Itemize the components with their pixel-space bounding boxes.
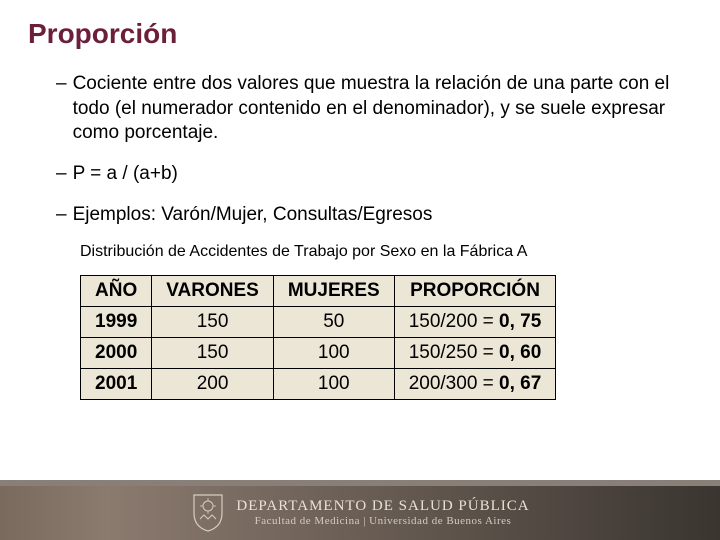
bullet-examples: – Ejemplos: Varón/Mujer, Consultas/Egres… bbox=[56, 203, 692, 228]
cell-year: 2001 bbox=[81, 369, 152, 400]
cell-varones: 150 bbox=[152, 307, 274, 338]
bullet-text: Cociente entre dos valores que muestra l… bbox=[73, 72, 692, 146]
col-year: AÑO bbox=[81, 276, 152, 307]
cell-proporcion: 150/250 = 0, 60 bbox=[394, 338, 556, 369]
table-row: 1999 150 50 150/200 = 0, 75 bbox=[81, 307, 556, 338]
bullet-text: Ejemplos: Varón/Mujer, Consultas/Egresos bbox=[73, 203, 433, 228]
col-varones: VARONES bbox=[152, 276, 274, 307]
cell-year: 1999 bbox=[81, 307, 152, 338]
bullet-dash: – bbox=[56, 162, 67, 187]
table-header-row: AÑO VARONES MUJERES PROPORCIÓN bbox=[81, 276, 556, 307]
table-row: 2001 200 100 200/300 = 0, 67 bbox=[81, 369, 556, 400]
col-mujeres: MUJERES bbox=[273, 276, 394, 307]
cell-proporcion: 150/200 = 0, 75 bbox=[394, 307, 556, 338]
col-proporcion: PROPORCIÓN bbox=[394, 276, 556, 307]
bullet-text: P = a / (a+b) bbox=[73, 162, 178, 187]
footer-dept: DEPARTAMENTO DE SALUD PÚBLICA bbox=[236, 498, 529, 515]
cell-mujeres: 100 bbox=[273, 338, 394, 369]
cell-mujeres: 50 bbox=[273, 307, 394, 338]
table-row: 2000 150 100 150/250 = 0, 60 bbox=[81, 338, 556, 369]
slide-title: Proporción bbox=[28, 18, 692, 50]
cell-year: 2000 bbox=[81, 338, 152, 369]
bullet-definition: – Cociente entre dos valores que muestra… bbox=[56, 72, 692, 146]
bullet-dash: – bbox=[56, 203, 67, 228]
cell-mujeres: 100 bbox=[273, 369, 394, 400]
cell-varones: 200 bbox=[152, 369, 274, 400]
footer-faculty: Facultad de Medicina | Universidad de Bu… bbox=[236, 515, 529, 528]
footer-text: DEPARTAMENTO DE SALUD PÚBLICA Facultad d… bbox=[236, 498, 529, 528]
cell-proporcion: 200/300 = 0, 67 bbox=[394, 369, 556, 400]
footer-bar: DEPARTAMENTO DE SALUD PÚBLICA Facultad d… bbox=[0, 486, 720, 540]
accidents-table: AÑO VARONES MUJERES PROPORCIÓN 1999 150 … bbox=[80, 275, 556, 400]
table-caption: Distribución de Accidentes de Trabajo po… bbox=[80, 243, 692, 261]
bullet-dash: – bbox=[56, 72, 67, 146]
cell-varones: 150 bbox=[152, 338, 274, 369]
university-shield-icon bbox=[190, 493, 226, 533]
bullet-formula: – P = a / (a+b) bbox=[56, 162, 692, 187]
